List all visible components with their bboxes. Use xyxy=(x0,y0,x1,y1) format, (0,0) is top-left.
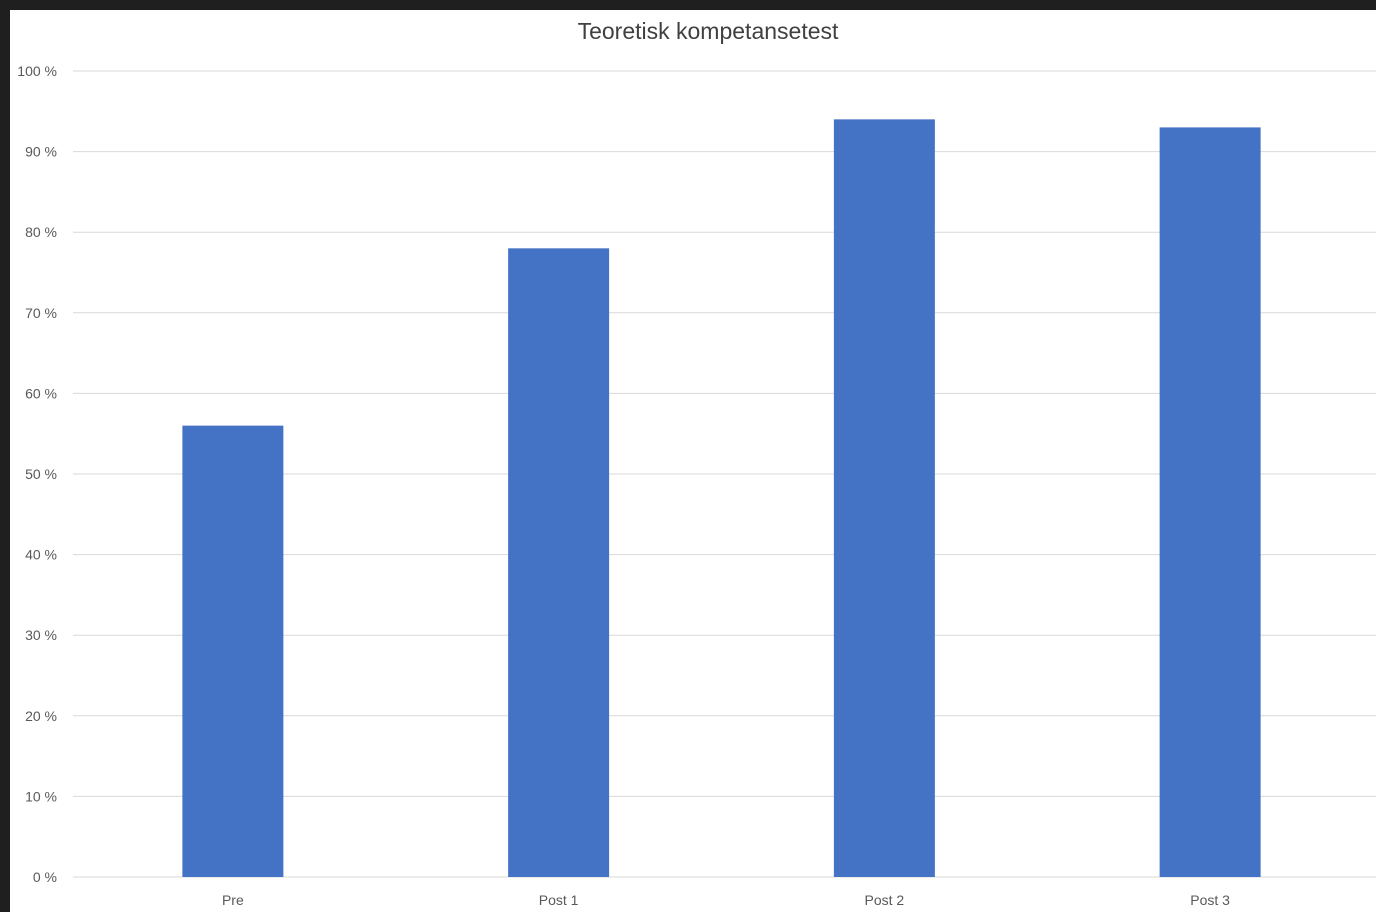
y-tick-label: 80 % xyxy=(25,224,57,240)
y-tick-label: 0 % xyxy=(33,869,57,885)
y-tick-label: 100 % xyxy=(17,63,57,79)
bars xyxy=(182,119,1261,878)
gridlines xyxy=(73,70,1376,878)
chart-panel: Teoretisk kompetansetest 0 % 10 % 20 % 30 %… xyxy=(10,10,1376,912)
y-tick-label: 20 % xyxy=(25,708,57,724)
y-tick-label: 40 % xyxy=(25,547,57,563)
y-tick-label: 30 % xyxy=(25,627,57,643)
x-tick-label: Pre xyxy=(222,892,244,908)
chart-title: Teoretisk kompetansetest xyxy=(578,18,839,44)
y-tick-label: 50 % xyxy=(25,466,57,482)
x-tick-label: Post 2 xyxy=(865,892,905,908)
bar-post-2 xyxy=(833,119,935,878)
bar-pre xyxy=(182,425,284,877)
y-tick-label: 70 % xyxy=(25,305,57,321)
y-tick-label: 90 % xyxy=(25,144,57,160)
bar-post-3 xyxy=(1159,127,1261,878)
x-tick-label: Post 1 xyxy=(539,892,579,908)
y-tick-label: 10 % xyxy=(25,788,57,804)
x-axis-ticks: Pre Post 1 Post 2 Post 3 xyxy=(222,892,1230,908)
bar-chart: Teoretisk kompetansetest 0 % 10 % 20 % 30 %… xyxy=(17,18,1376,908)
bar-post-1 xyxy=(508,248,610,877)
y-tick-label: 60 % xyxy=(25,385,57,401)
x-tick-label: Post 3 xyxy=(1190,892,1230,908)
y-axis-ticks: 0 % 10 % 20 % 30 % 40 % 50 % 60 % 70 % 80 % 90 % 1… xyxy=(17,63,57,885)
